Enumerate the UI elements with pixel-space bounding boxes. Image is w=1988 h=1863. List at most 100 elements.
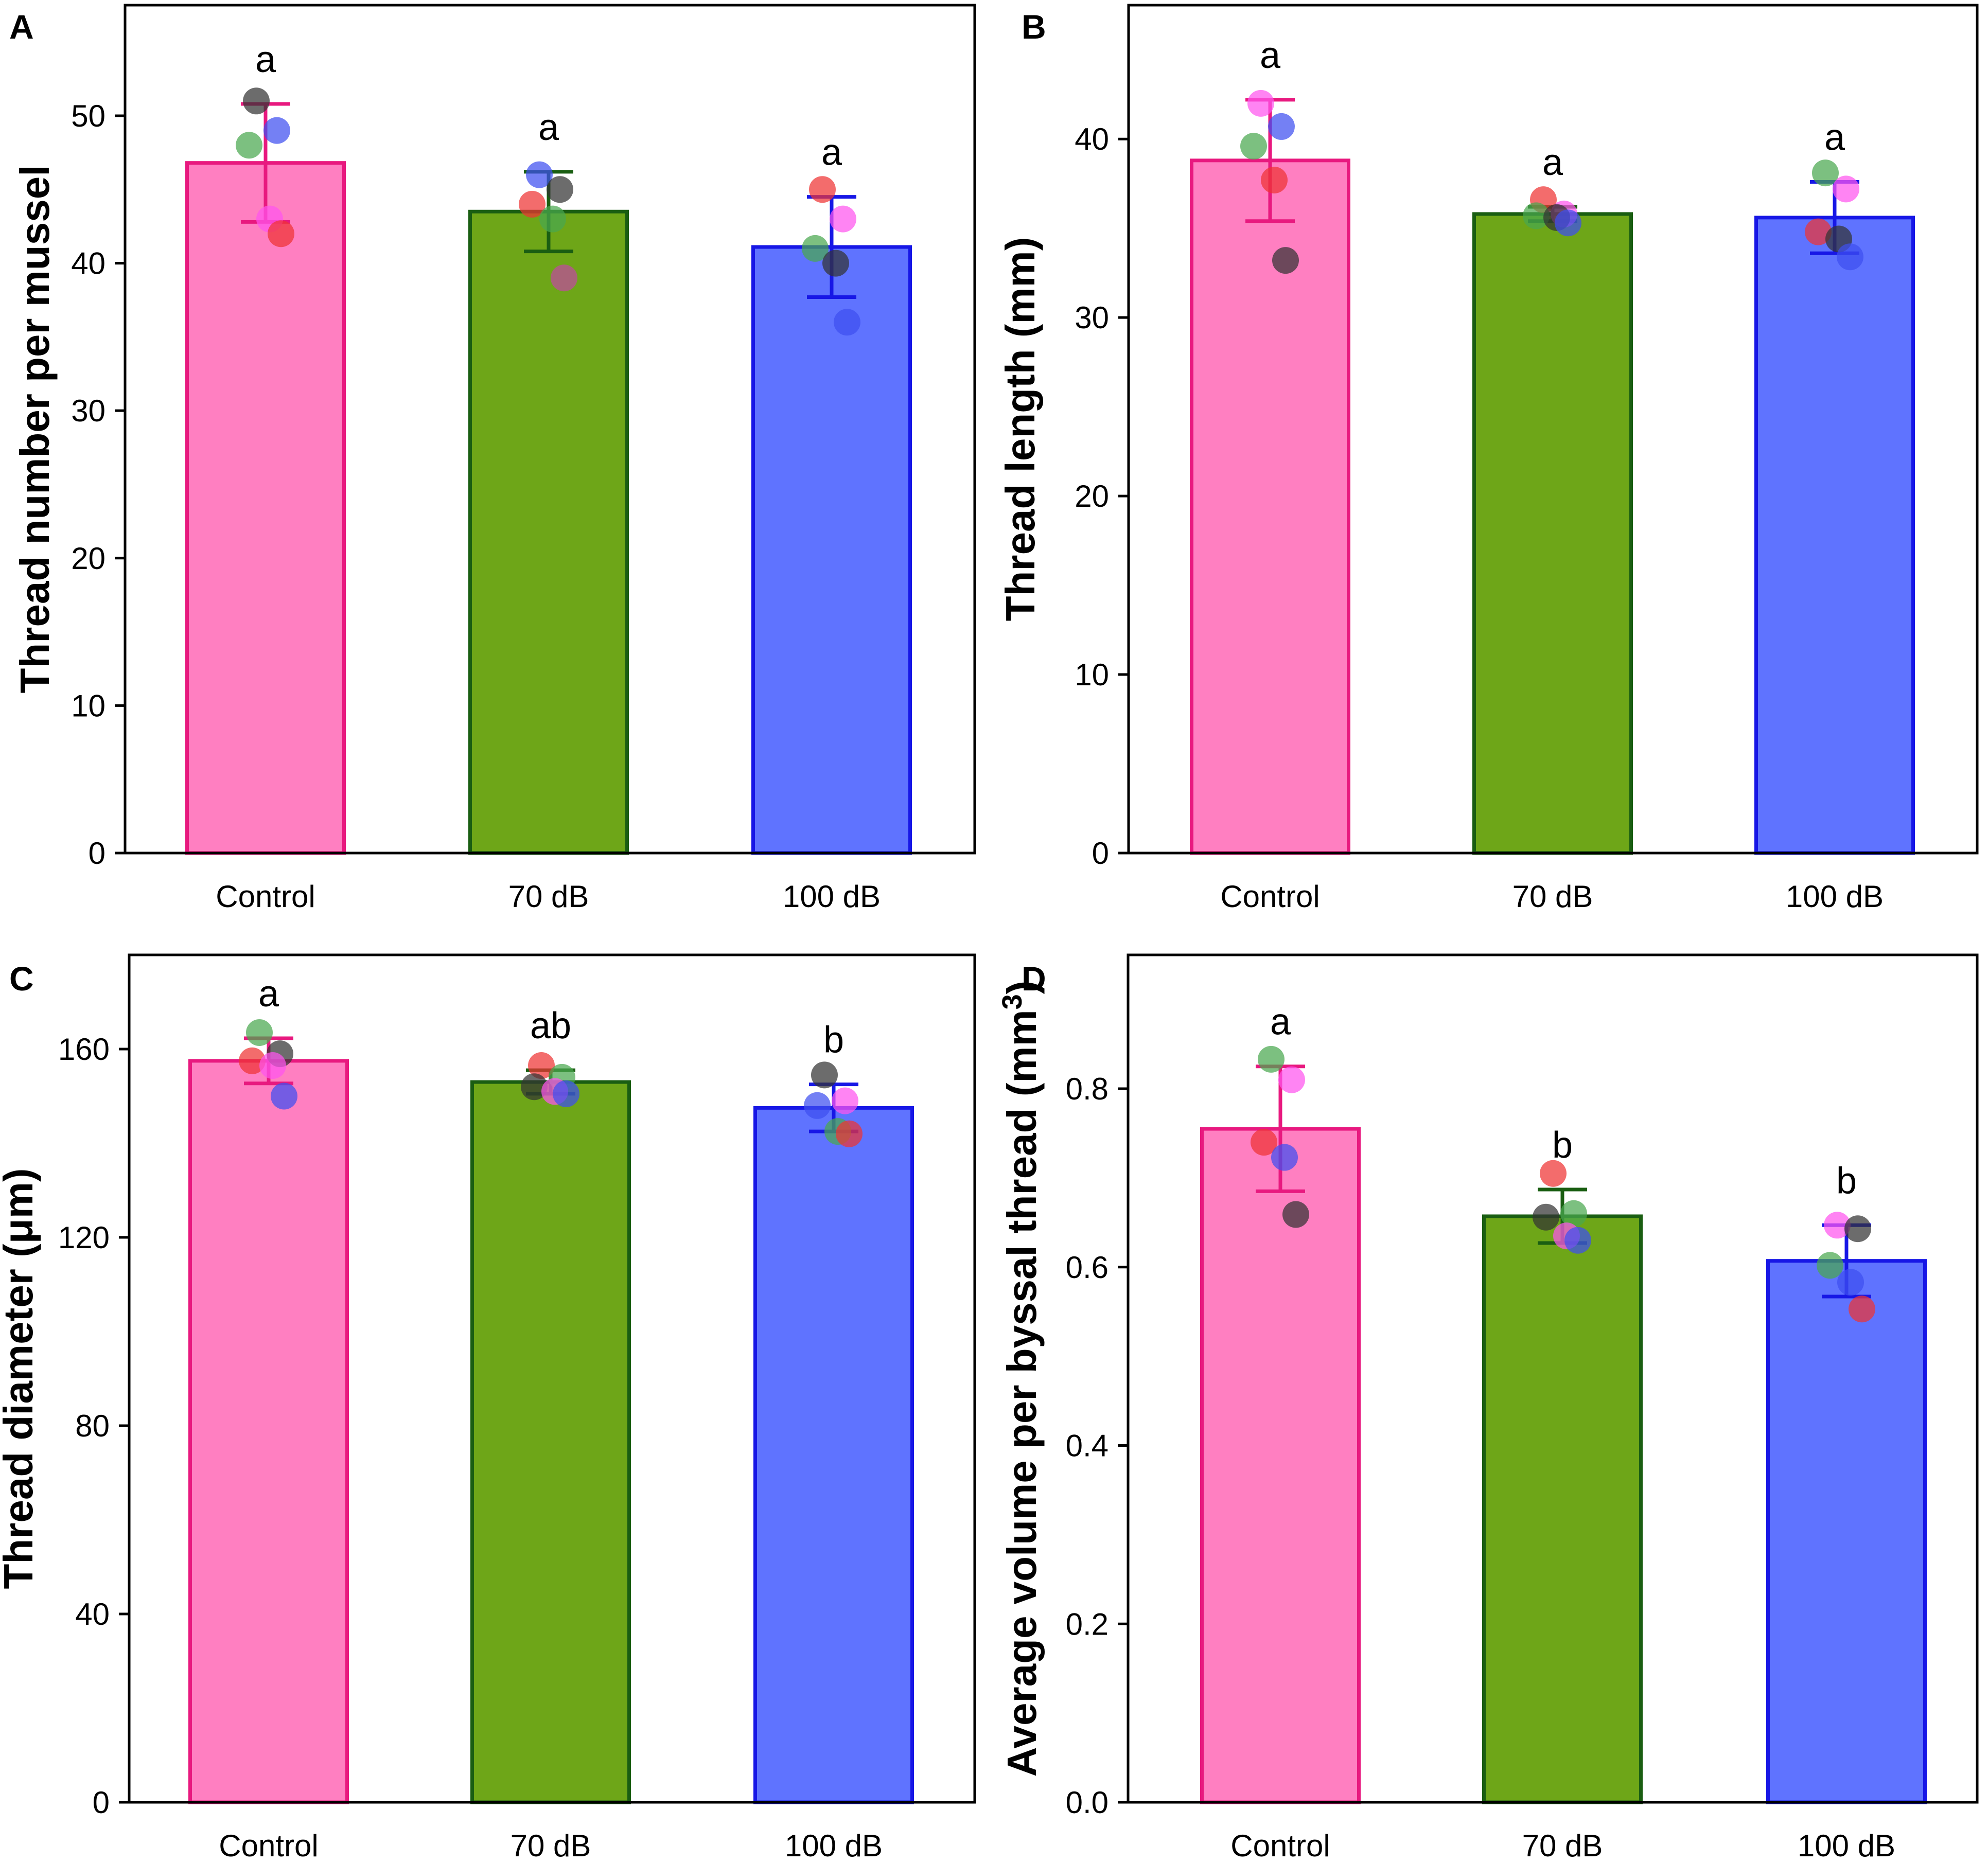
x-tick-label: 100 dB [785,1829,883,1863]
y-tick-label: 40 [75,1597,110,1631]
data-point [1251,1129,1277,1156]
data-point [834,309,860,336]
data-point [239,1047,266,1074]
bar-100-db [1766,1259,1927,1804]
significance-label: a [1270,1002,1291,1043]
data-point [1240,133,1267,160]
panel-b: a Control a 70 dB a 100 dB 0 10 20 30 40 Thread len… [997,4,1979,914]
data-point [1812,159,1839,187]
significance-label: a [1260,35,1281,76]
y-tick-label: 0.8 [1066,1072,1109,1106]
y-tick-label: 0.0 [1066,1785,1109,1820]
bar-control [188,1059,349,1804]
y-tick-label: 30 [71,394,105,428]
data-point [236,132,262,159]
data-point [1540,1160,1567,1187]
data-point [1817,1252,1843,1279]
significance-label: b [1552,1125,1573,1166]
data-point [263,117,290,144]
bar-70-db [470,1080,631,1804]
significance-label: a [1542,142,1563,183]
panel-d: a Control b 70 dB b 100 dB 0.0 0.2 0.4 0.6 0.8 Aver… [997,953,1979,1863]
bar-70-db [1482,1214,1643,1804]
data-point [830,205,856,233]
y-tick-label: 0.4 [1066,1429,1109,1463]
data-point [1844,1215,1871,1243]
bar-100-db [751,245,912,855]
data-point [836,1120,863,1147]
y-tick-label: 20 [71,541,105,576]
significance-label: b [1836,1160,1857,1201]
significance-label: a [1824,117,1845,158]
x-tick-label: 100 dB [783,879,881,914]
data-point [1523,202,1550,229]
plot-frame [1127,4,1979,855]
x-tick-label: 70 dB [511,1829,591,1863]
y-axis-title: Thread length (mm) [997,237,1043,622]
data-point [553,1080,579,1107]
plot-frame [1127,953,1979,1804]
y-tick-label: 20 [1075,479,1109,513]
y-tick-label: 10 [71,688,105,723]
y-axis-title: Thread diameter (μm) [0,1168,41,1589]
data-point [526,161,553,188]
data-point [1560,1200,1587,1227]
y-tick-label: 10 [1075,658,1109,692]
data-point [811,1061,838,1089]
data-point [521,1073,548,1101]
x-tick-label: 100 dB [1798,1829,1895,1863]
y-tick-label: 160 [58,1032,110,1067]
x-tick-label: 100 dB [1786,879,1884,914]
y-tick-label: 40 [1075,122,1109,156]
bar-70-db [468,209,629,855]
panel-letter: D [1022,960,1046,998]
panel-c: a Control ab 70 dB b 100 dB 0 40 80 120 160 Thread … [0,953,976,1863]
data-point [804,1092,831,1119]
bar-control [185,161,346,855]
data-point [1271,1144,1298,1171]
x-tick-label: 70 dB [1512,879,1593,914]
data-point [1272,247,1299,274]
plot-frame [128,953,976,1804]
data-point [832,1087,858,1114]
data-point [1533,1203,1559,1231]
significance-label: a [538,107,559,148]
data-point [1258,1045,1285,1073]
data-point [1824,1212,1851,1239]
data-point [1833,175,1859,203]
y-tick-label: 30 [1075,300,1109,335]
bar-control [1190,158,1350,855]
y-axis-title: Thread number per mussel [12,165,58,694]
significance-label: a [255,39,276,80]
x-tick-label: 70 dB [1522,1829,1603,1863]
data-point [547,176,573,203]
data-point [268,220,294,247]
data-point [1278,1066,1305,1093]
x-tick-label: Control [1220,879,1320,914]
y-tick-label: 120 [58,1220,110,1255]
y-tick-label: 0 [89,836,105,871]
data-point [1837,1269,1864,1296]
y-tick-label: 0 [1092,836,1109,871]
panel-a: a Control a 70 dB a 100 dB 0 10 20 30 40 50 Thread n… [9,4,976,914]
x-tick-label: Control [219,1829,318,1863]
data-point [1261,167,1288,194]
x-tick-label: 70 dB [508,879,589,914]
panel-letter: C [9,960,34,998]
data-point [1555,209,1581,237]
significance-label: a [821,132,842,173]
y-tick-label: 0.6 [1066,1250,1109,1285]
y-axis-title: Average volume per byssal thread (mm3) [997,981,1045,1777]
data-point [1837,243,1863,271]
x-tick-label: Control [1230,1829,1330,1863]
data-point [539,205,566,233]
data-point [551,264,577,292]
data-point [1849,1296,1875,1323]
data-point [822,250,849,277]
y-tick-label: 40 [71,246,105,281]
bar-70-db [1472,212,1633,855]
y-tick-label: 0 [93,1785,110,1820]
data-point [802,235,829,262]
data-point [271,1083,297,1110]
